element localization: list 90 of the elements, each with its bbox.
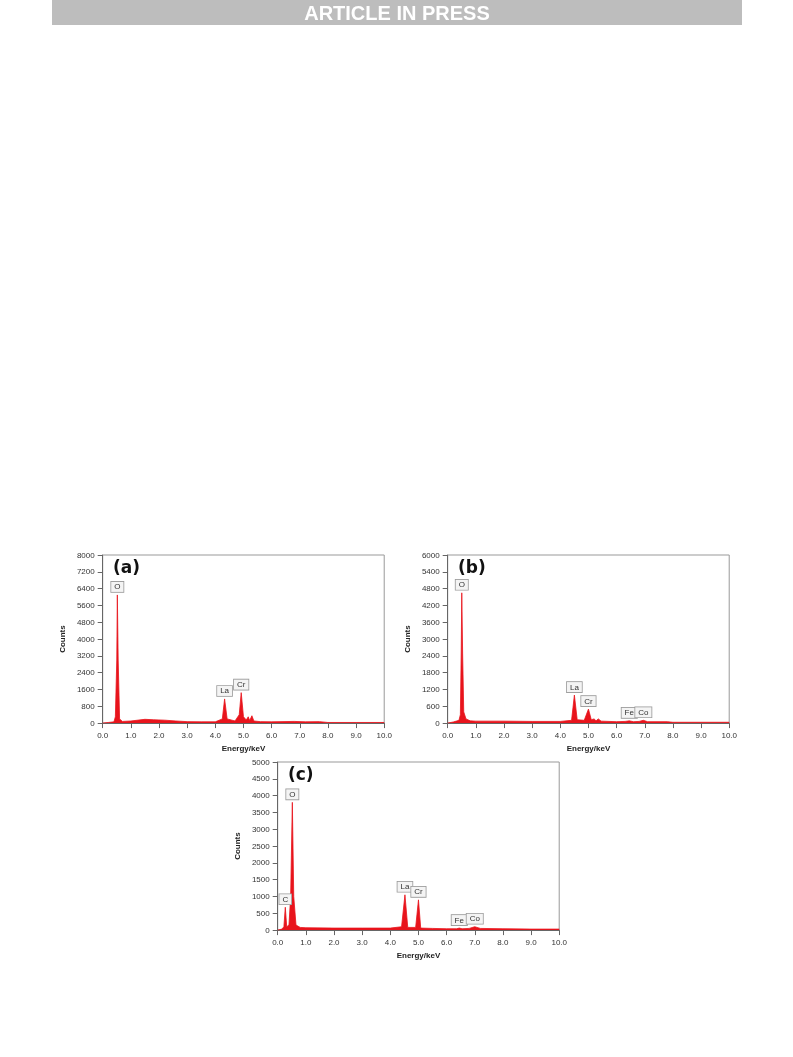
x-tick-label: 10.0 [376, 730, 393, 740]
annotation: O [458, 580, 465, 590]
x-tick-label: 3.0 [356, 937, 369, 947]
x-tick-label: 2.0 [498, 730, 511, 740]
chart-title: (b) [458, 556, 486, 577]
x-tick-label: 1.0 [470, 730, 482, 740]
y-tick-label: 2000 [251, 858, 271, 868]
y-tick-label: 1800 [421, 668, 441, 678]
x-tick-label: 8.0 [497, 937, 510, 947]
x-tick-label: 4.0 [384, 937, 397, 947]
x-tick-label: 5.0 [582, 730, 595, 740]
x-tick-label: 1.0 [125, 730, 137, 740]
x-tick-label: 3.0 [526, 730, 539, 740]
y-tick-label: 3500 [251, 807, 271, 817]
y-tick-label: 0 [90, 718, 96, 728]
x-axis-title: Energy/keV [396, 950, 441, 960]
x-tick-label: 6.0 [441, 937, 453, 947]
y-tick-label: 2400 [76, 668, 96, 678]
x-tick-label: 7.0 [294, 730, 306, 740]
annotation: O [289, 789, 296, 799]
y-tick-label: 2400 [421, 651, 441, 661]
x-axis-title: Energy/keV [221, 743, 266, 753]
annotation: C [282, 894, 289, 904]
y-tick-label: 1000 [251, 891, 271, 901]
y-tick-label: 4000 [251, 791, 271, 801]
x-tick-label: 9.0 [525, 937, 538, 947]
y-tick-label: 3600 [421, 617, 441, 627]
y-tick-label: 600 [426, 701, 441, 711]
y-tick-label: 8000 [76, 550, 96, 560]
annotation: Fe [454, 915, 465, 925]
chart-title: (c) [288, 763, 314, 784]
x-tick-label: 9.0 [695, 730, 708, 740]
y-tick-label: 0 [265, 925, 271, 935]
annotation: Cr [584, 696, 594, 706]
annotation: La [220, 686, 230, 696]
y-tick-label: 3000 [421, 634, 441, 644]
x-tick-label: 5.0 [237, 730, 250, 740]
y-tick-label: 1600 [76, 684, 96, 694]
annotation: Co [638, 707, 650, 717]
x-tick-label: 10.0 [551, 937, 568, 947]
y-tick-label: 3200 [76, 651, 96, 661]
y-tick-label: 4200 [421, 600, 441, 610]
y-tick-label: 1200 [421, 684, 441, 694]
annotation: O [114, 582, 121, 592]
y-tick-label: 5600 [76, 600, 96, 610]
x-tick-label: 3.0 [181, 730, 194, 740]
y-tick-label: 3000 [251, 824, 271, 834]
text: ARTICLE IN PRESS [52, 0, 742, 25]
x-tick-label: 2.0 [328, 937, 341, 947]
y-tick-label: 1500 [251, 875, 271, 885]
x-tick-label: 9.0 [350, 730, 363, 740]
x-tick-label: 8.0 [667, 730, 680, 740]
chart-title: (a) [113, 556, 141, 577]
x-tick-label: 0.0 [97, 730, 109, 740]
x-axis-title: Energy/keV [566, 743, 611, 753]
x-tick-label: 1.0 [300, 937, 312, 947]
x-tick-label: 7.0 [469, 937, 481, 947]
annotation: Fe [624, 708, 635, 718]
x-tick-label: 4.0 [554, 730, 567, 740]
y-tick-label: 6000 [421, 550, 441, 560]
y-tick-label: 500 [256, 908, 271, 918]
y-tick-label: 4500 [251, 774, 271, 784]
y-tick-label: 5000 [251, 757, 271, 767]
y-tick-label: 800 [81, 701, 96, 711]
x-tick-label: 8.0 [322, 730, 335, 740]
y-axis-title: Counts [57, 624, 67, 653]
y-tick-label: 7200 [76, 567, 96, 577]
x-tick-label: 6.0 [266, 730, 278, 740]
annotation: Cr [236, 680, 246, 690]
annotation: Cr [414, 887, 424, 897]
x-tick-label: 4.0 [209, 730, 222, 740]
y-tick-label: 4800 [421, 584, 441, 594]
x-tick-label: 10.0 [721, 730, 738, 740]
x-tick-label: 6.0 [611, 730, 623, 740]
x-tick-label: 7.0 [639, 730, 651, 740]
x-tick-label: 0.0 [442, 730, 454, 740]
annotation: La [569, 682, 580, 692]
x-tick-label: 2.0 [153, 730, 166, 740]
y-tick-label: 6400 [76, 584, 96, 594]
y-tick-label: 5400 [421, 567, 441, 577]
x-tick-label: 0.0 [272, 937, 284, 947]
annotation: La [400, 882, 410, 892]
y-tick-label: 0 [435, 718, 441, 728]
x-tick-label: 5.0 [412, 937, 425, 947]
y-axis-title: Counts [402, 624, 412, 653]
annotation: Co [469, 914, 481, 924]
y-axis-title: Counts [232, 831, 242, 860]
y-tick-label: 4000 [76, 634, 96, 644]
y-tick-label: 4800 [76, 617, 96, 627]
y-tick-label: 2500 [251, 841, 271, 851]
